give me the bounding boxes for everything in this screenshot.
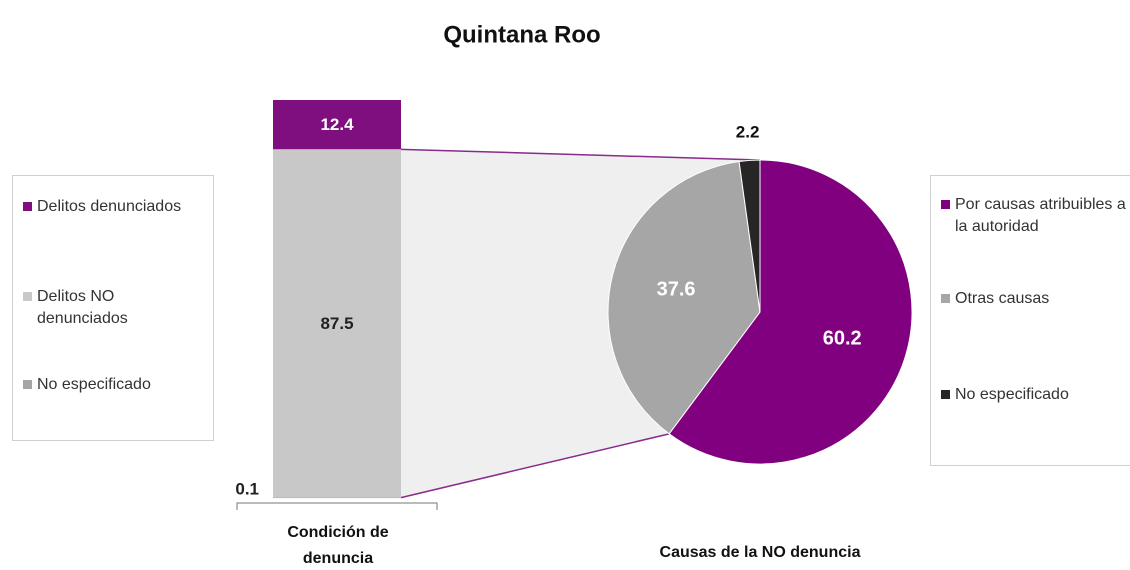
bar-segment [273, 497, 401, 499]
data-label: 37.6 [657, 279, 696, 301]
chart-title: Quintana Roo [443, 21, 600, 48]
legend-label: No especificado [37, 376, 151, 393]
legend: Por causas atribuibles a la autoridad Otr… [930, 175, 1130, 466]
legend-swatch [941, 294, 950, 303]
bar-segment [273, 100, 401, 150]
data-label: 0.1 [235, 479, 259, 498]
legend-label: No especificado [955, 386, 1069, 403]
legend-label: Otras causas [955, 290, 1050, 307]
legend-item: No especificado [939, 384, 1130, 406]
legend-label: Delitos denunciados [37, 198, 182, 215]
data-label: 87.5 [320, 314, 353, 333]
connector-line [400, 433, 670, 499]
legend-swatch [23, 380, 32, 389]
legend-swatch [941, 390, 950, 399]
legend-swatch [23, 202, 32, 211]
x-tick-label: Condición de denuncia [287, 524, 389, 567]
connector-line [400, 148, 761, 161]
legend-item: No especificado [21, 374, 209, 396]
legend-item: Por causas atribuibles a la autoridad [939, 194, 1130, 238]
pie-slice [668, 159, 913, 465]
legend-item: Otras causas [939, 288, 1130, 310]
legend-item: Delitos NO denunciados [21, 286, 209, 330]
data-label: 2.2 [736, 123, 760, 142]
data-label: 60.2 [823, 328, 862, 350]
legend-item: Delitos denunciados [21, 196, 209, 218]
pie-slice [607, 160, 761, 435]
legend-swatch [23, 292, 32, 301]
legend-label: Por causas atribuibles a la autoridad [955, 196, 1126, 235]
legend: Delitos denunciados Delitos NO denunciado… [12, 175, 214, 441]
legend-label: Delitos NO denunciados [37, 288, 128, 327]
pie-slice [738, 159, 761, 313]
pie-title: Causas de la NO denuncia [659, 544, 861, 561]
legend-swatch [941, 200, 950, 209]
x-axis [236, 502, 438, 510]
bar-segment [273, 149, 401, 498]
data-label: 12.4 [320, 115, 354, 134]
